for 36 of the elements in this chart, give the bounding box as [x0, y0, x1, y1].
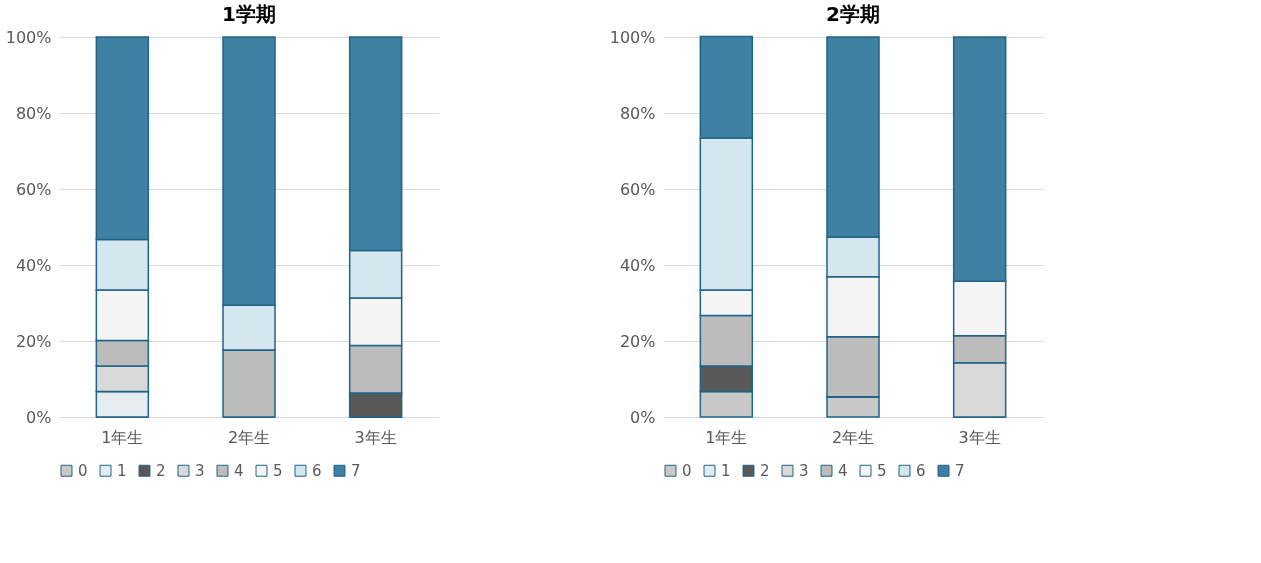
- legend-label: 1: [721, 461, 731, 480]
- x-tick-label: 3年生: [958, 427, 1001, 447]
- legend-label: 4: [234, 461, 244, 480]
- legend-label: 6: [916, 461, 926, 480]
- y-tick-label: 40%: [619, 255, 656, 275]
- legend-label: 6: [312, 461, 322, 480]
- legend-label: 2: [156, 461, 166, 480]
- y-tick-label: 0%: [630, 407, 656, 427]
- y-tick-label: 60%: [15, 179, 52, 199]
- y-tick-label: 40%: [15, 255, 52, 275]
- y-tick-label: 60%: [619, 179, 656, 199]
- x-tick-label: 2年生: [831, 427, 875, 447]
- legend-label: 1: [117, 461, 127, 480]
- legend-label: 5: [877, 461, 887, 480]
- legend-label: 7: [351, 461, 361, 480]
- legend-label: 7: [955, 461, 965, 480]
- y-tick-label: 80%: [15, 103, 52, 123]
- legend-label: 0: [78, 461, 88, 480]
- y-tick-label: 100%: [5, 27, 52, 47]
- y-tick-label: 80%: [619, 103, 656, 123]
- legend-label: 4: [838, 461, 848, 480]
- y-tick-label: 20%: [15, 331, 52, 351]
- x-tick-label: 1年生: [705, 427, 748, 447]
- legend-label: 0: [682, 461, 692, 480]
- x-tick-label: 1年生: [101, 427, 144, 447]
- x-tick-label: 3年生: [354, 427, 397, 447]
- legend-label: 5: [273, 461, 283, 480]
- chart-title: 2学期: [826, 2, 880, 26]
- chart-title: 1学期: [222, 2, 276, 26]
- y-tick-label: 0%: [26, 407, 52, 427]
- legend-label: 2: [760, 461, 770, 480]
- legend-label: 3: [799, 461, 809, 480]
- y-tick-label: 20%: [619, 331, 656, 351]
- legend-label: 3: [195, 461, 205, 480]
- x-tick-label: 2年生: [227, 427, 271, 447]
- y-tick-label: 100%: [609, 27, 656, 47]
